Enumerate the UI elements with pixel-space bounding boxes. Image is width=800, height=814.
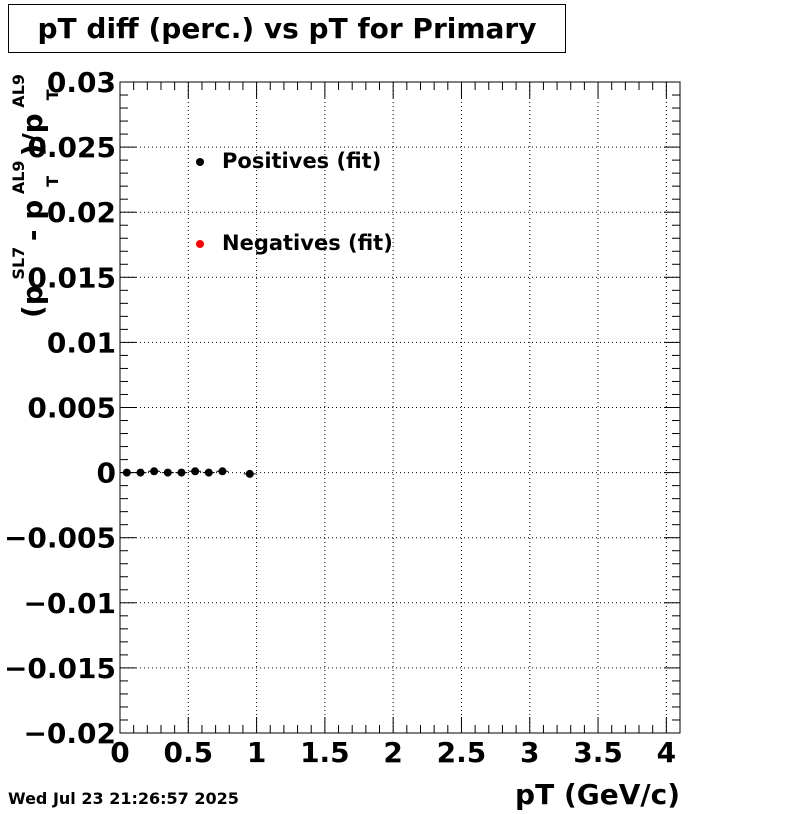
data-point <box>191 467 200 476</box>
ylabel-sup1: SL7 <box>9 247 28 280</box>
y-tick-label: −0.015 <box>4 652 116 685</box>
x-tick-label: 0 <box>110 736 129 769</box>
y-tick-label: 0.025 <box>27 131 116 164</box>
chart-title: pT diff (perc.) vs pT for Primary <box>8 4 566 53</box>
x-tick-label: 1 <box>247 736 266 769</box>
y-tick-label: 0.03 <box>47 66 116 99</box>
x-tick-label: 3.5 <box>573 736 623 769</box>
svg-text:(p SL7 - p: (p SL7 - p AL9 T )/p AL9 T <box>9 68 62 318</box>
y-tick-label: −0.01 <box>23 587 116 620</box>
data-point <box>163 468 172 477</box>
timestamp: Wed Jul 23 21:26:57 2025 <box>8 789 239 808</box>
ylabel-sub2: T <box>43 176 62 187</box>
data-point <box>122 468 131 477</box>
data-point <box>177 468 186 477</box>
data-point <box>218 467 227 476</box>
data-point <box>150 467 159 476</box>
ylabel-sub3: T <box>43 89 62 100</box>
data-point <box>245 469 254 478</box>
x-tick-label: 3 <box>520 736 539 769</box>
data-point <box>204 468 213 477</box>
ylabel-sup2: AL9 <box>9 160 28 194</box>
y-tick-label: 0.01 <box>47 326 116 359</box>
ylabel-mid: - p <box>16 200 49 241</box>
legend-marker-positives <box>196 158 204 166</box>
x-tick-label: 0.5 <box>163 736 213 769</box>
x-axis-title: pT (GeV/c) <box>515 778 680 811</box>
y-tick-label: −0.005 <box>4 522 116 555</box>
ylabel-prefix: (p <box>16 285 49 318</box>
data-point <box>136 468 145 477</box>
y-tick-label: 0 <box>97 457 116 490</box>
y-tick-label: 0.005 <box>27 392 116 425</box>
x-tick-label: 4 <box>657 736 676 769</box>
x-tick-label: 1.5 <box>300 736 350 769</box>
x-tick-label: 2 <box>383 736 402 769</box>
y-tick-label: −0.02 <box>23 717 116 750</box>
x-tick-label: 2.5 <box>437 736 487 769</box>
legend-marker-negatives <box>196 240 204 248</box>
legend-label-positives: Positives (fit) <box>222 149 382 173</box>
axis-ticks: 0 0.5 1 1.5 2 2.5 3 3.5 4 0.03 0.025 0.02 0.015 0.01 0… <box>4 66 681 769</box>
data-points <box>120 467 256 478</box>
legend-label-negatives: Negatives (fit) <box>222 231 393 255</box>
y-tick-label: 0.015 <box>27 261 116 294</box>
ylabel-sup3: AL9 <box>9 74 28 108</box>
y-axis-title: (p SL7 - p AL9 T )/p AL9 T <box>9 68 62 318</box>
grid <box>119 81 680 734</box>
legend <box>196 158 204 248</box>
y-tick-label: 0.02 <box>47 196 116 229</box>
ylabel-tail: )/p <box>16 113 49 156</box>
